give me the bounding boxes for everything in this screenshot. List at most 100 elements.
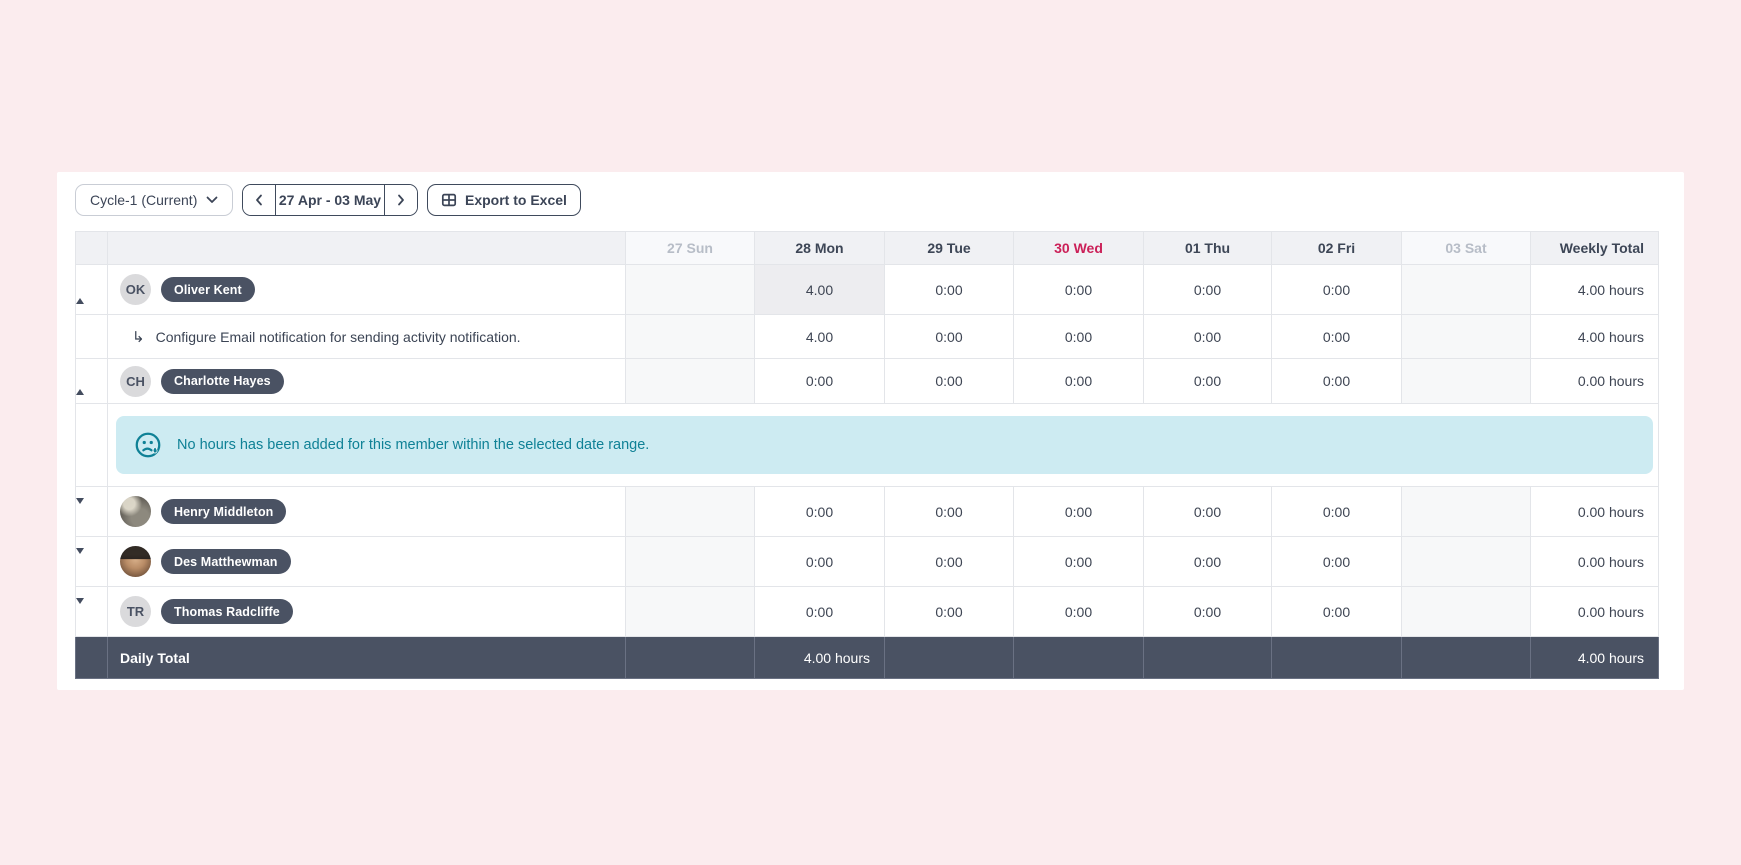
day-header-sun: 27 Sun bbox=[625, 231, 755, 265]
member-name-badge: Des Matthewman bbox=[161, 549, 291, 574]
day-cell[interactable]: 0:00 bbox=[754, 536, 885, 587]
timesheet-card: Cycle-1 (Current) 27 Apr - 03 May bbox=[57, 172, 1684, 690]
no-hours-message: No hours has been added for this member … bbox=[177, 437, 650, 453]
expand-cell[interactable] bbox=[75, 264, 108, 315]
day-cell[interactable] bbox=[1401, 358, 1531, 404]
sad-face-icon bbox=[133, 430, 163, 460]
day-cell[interactable]: 0:00 bbox=[1143, 536, 1272, 587]
day-cell[interactable] bbox=[625, 358, 755, 404]
day-cell[interactable]: 0:00 bbox=[1271, 314, 1402, 359]
day-cell[interactable]: 0:00 bbox=[1143, 486, 1272, 537]
day-cell[interactable]: 0:00 bbox=[754, 486, 885, 537]
expand-cell bbox=[75, 636, 108, 679]
day-cell[interactable]: 0:00 bbox=[1271, 586, 1402, 637]
table-header-row: 27 Sun 28 Mon 29 Tue 30 Wed 01 Thu 02 Fr… bbox=[75, 231, 1659, 265]
day-cell[interactable] bbox=[1401, 486, 1531, 537]
day-cell[interactable]: 0:00 bbox=[884, 536, 1014, 587]
day-cell[interactable] bbox=[625, 314, 755, 359]
day-cell[interactable]: 0:00 bbox=[1013, 486, 1144, 537]
day-header-sat: 03 Sat bbox=[1401, 231, 1531, 265]
day-cell[interactable]: 0:00 bbox=[1143, 586, 1272, 637]
day-cell[interactable]: 0:00 bbox=[884, 314, 1014, 359]
prev-period-button[interactable] bbox=[243, 185, 276, 215]
daily-total-cell bbox=[1143, 636, 1272, 679]
weekly-total-cell: 0.00 hours bbox=[1530, 358, 1659, 404]
day-cell[interactable]: 0:00 bbox=[1013, 264, 1144, 315]
day-cell[interactable]: 0:00 bbox=[884, 358, 1014, 404]
day-cell[interactable]: 0:00 bbox=[884, 586, 1014, 637]
day-cell[interactable]: 4.00 bbox=[754, 314, 885, 359]
day-cell[interactable] bbox=[1401, 586, 1531, 637]
day-header-fri: 02 Fri bbox=[1271, 231, 1402, 265]
member-row-henry-middleton: Henry Middleton 0:00 0:00 0:00 0:00 0:00… bbox=[75, 486, 1659, 537]
expand-cell[interactable] bbox=[75, 536, 108, 587]
day-cell[interactable]: 0:00 bbox=[1013, 536, 1144, 587]
avatar-photo bbox=[120, 496, 151, 527]
day-cell[interactable]: 0:00 bbox=[1143, 264, 1272, 315]
day-cell[interactable] bbox=[625, 536, 755, 587]
avatar-initials: CH bbox=[120, 365, 151, 397]
export-button-label: Export to Excel bbox=[465, 192, 567, 208]
member-row-charlotte-hayes: CH Charlotte Hayes 0:00 0:00 0:00 0:00 0… bbox=[75, 358, 1659, 404]
daily-total-cell bbox=[1013, 636, 1144, 679]
day-cell[interactable] bbox=[625, 586, 755, 637]
member-name-badge: Charlotte Hayes bbox=[161, 368, 284, 394]
weekly-grand-total: 4.00 hours bbox=[1530, 636, 1659, 679]
toolbar: Cycle-1 (Current) 27 Apr - 03 May bbox=[75, 184, 1658, 216]
day-cell[interactable] bbox=[625, 264, 755, 315]
message-cell: No hours has been added for this member … bbox=[107, 403, 1659, 487]
day-cell[interactable]: 0:00 bbox=[1013, 586, 1144, 637]
daily-total-row: Daily Total 4.00 hours 4.00 hours bbox=[75, 636, 1659, 679]
expand-icon[interactable] bbox=[76, 597, 84, 620]
day-cell[interactable]: 0:00 bbox=[884, 486, 1014, 537]
day-cell[interactable]: 0:00 bbox=[1013, 314, 1144, 359]
collapse-icon[interactable] bbox=[76, 373, 84, 395]
day-cell[interactable]: 0:00 bbox=[1271, 536, 1402, 587]
day-cell[interactable] bbox=[1401, 264, 1531, 315]
day-cell[interactable]: 0:00 bbox=[1271, 358, 1402, 404]
member-row-des-matthewman: Des Matthewman 0:00 0:00 0:00 0:00 0:00 … bbox=[75, 536, 1659, 587]
day-cell[interactable]: 0:00 bbox=[1013, 358, 1144, 404]
export-to-excel-button[interactable]: Export to Excel bbox=[427, 184, 581, 216]
no-hours-banner: No hours has been added for this member … bbox=[116, 416, 1653, 474]
weekly-total-cell: 0.00 hours bbox=[1530, 536, 1659, 587]
member-name-badge: Oliver Kent bbox=[161, 277, 255, 302]
weekly-total-cell: 0.00 hours bbox=[1530, 586, 1659, 637]
day-cell[interactable]: 4.00 bbox=[754, 264, 885, 315]
day-cell[interactable]: 0:00 bbox=[754, 358, 885, 404]
expand-cell bbox=[75, 314, 108, 359]
weekly-total-cell: 4.00 hours bbox=[1530, 314, 1659, 359]
collapse-icon[interactable] bbox=[76, 281, 84, 304]
day-cell[interactable]: 0:00 bbox=[1271, 264, 1402, 315]
daily-total-cell bbox=[625, 636, 755, 679]
next-period-button[interactable] bbox=[384, 185, 417, 215]
daily-total-cell bbox=[1401, 636, 1531, 679]
day-cell[interactable] bbox=[1401, 314, 1531, 359]
member-cell: Des Matthewman bbox=[107, 536, 626, 587]
avatar-initials: TR bbox=[120, 596, 151, 627]
member-row-thomas-radcliffe: TR Thomas Radcliffe 0:00 0:00 0:00 0:00 … bbox=[75, 586, 1659, 637]
day-header-thu: 01 Thu bbox=[1143, 231, 1272, 265]
day-cell[interactable]: 0:00 bbox=[884, 264, 1014, 315]
avatar-initials: OK bbox=[120, 274, 151, 305]
chevron-left-icon bbox=[255, 194, 263, 206]
day-header-tue: 29 Tue bbox=[884, 231, 1014, 265]
expand-icon[interactable] bbox=[76, 497, 84, 520]
day-header-wed-today: 30 Wed bbox=[1013, 231, 1144, 265]
day-cell[interactable]: 0:00 bbox=[1271, 486, 1402, 537]
cycle-selector[interactable]: Cycle-1 (Current) bbox=[75, 184, 233, 216]
day-cell[interactable] bbox=[1401, 536, 1531, 587]
weekly-total-cell: 4.00 hours bbox=[1530, 264, 1659, 315]
member-cell: TR Thomas Radcliffe bbox=[107, 586, 626, 637]
expand-icon[interactable] bbox=[76, 547, 84, 570]
member-cell: OK Oliver Kent bbox=[107, 264, 626, 315]
expand-cell[interactable] bbox=[75, 358, 108, 404]
day-cell[interactable]: 0:00 bbox=[1143, 314, 1272, 359]
expand-cell[interactable] bbox=[75, 486, 108, 537]
day-cell[interactable] bbox=[625, 486, 755, 537]
expand-cell[interactable] bbox=[75, 586, 108, 637]
day-cell[interactable]: 0:00 bbox=[754, 586, 885, 637]
day-header-mon: 28 Mon bbox=[754, 231, 885, 265]
member-column-header bbox=[107, 231, 626, 265]
day-cell[interactable]: 0:00 bbox=[1143, 358, 1272, 404]
